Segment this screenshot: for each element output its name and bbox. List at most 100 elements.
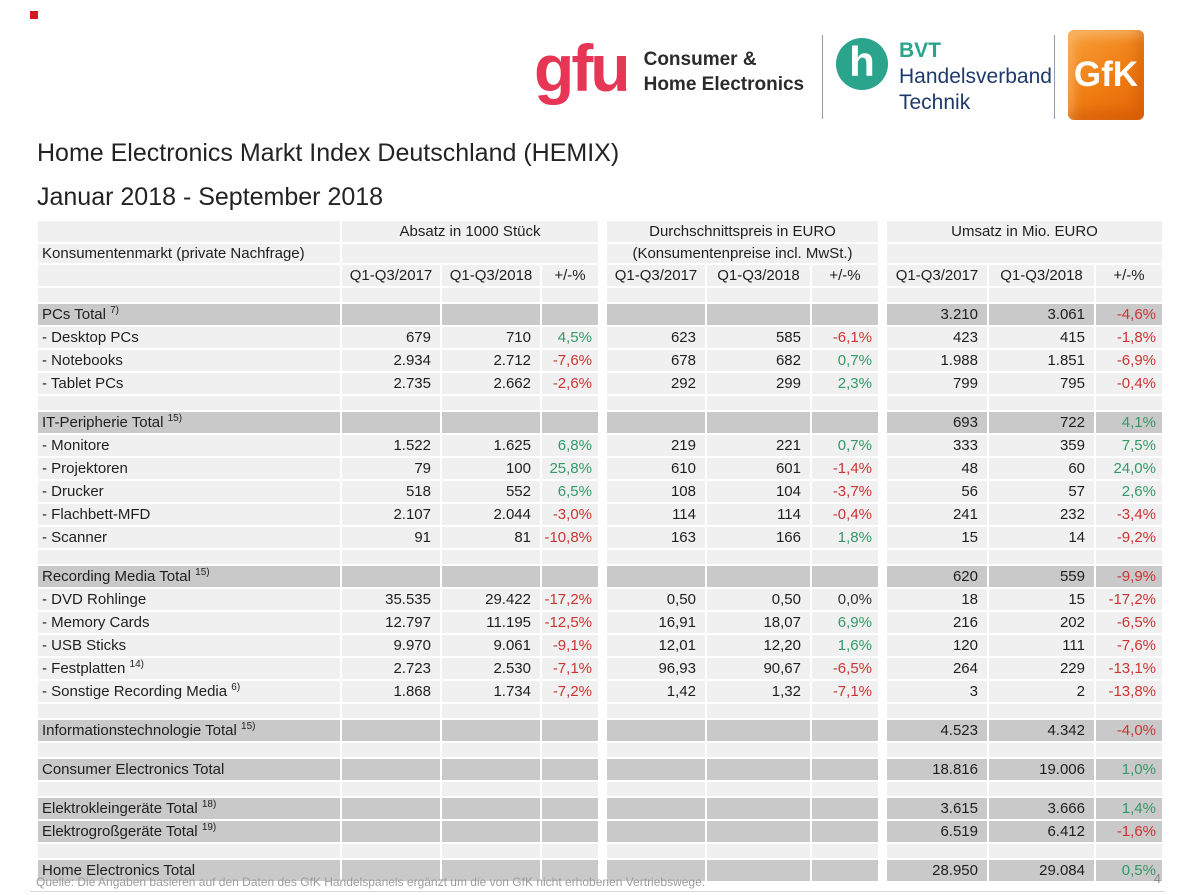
value-cell: 610 <box>607 458 705 479</box>
value-cell <box>342 304 440 325</box>
col-header: +/-% <box>1096 265 1162 286</box>
column-gap <box>600 860 605 881</box>
value-cell: 163 <box>607 527 705 548</box>
value-cell: 559 <box>989 566 1094 587</box>
value-cell: 620 <box>887 566 987 587</box>
row-label: - Desktop PCs <box>38 327 340 348</box>
value-cell: 299 <box>707 373 810 394</box>
change-percent-cell: 2,6% <box>1096 481 1162 502</box>
row-label: - Notebooks <box>38 350 340 371</box>
value-cell: 682 <box>707 350 810 371</box>
spacer-row <box>38 288 1162 302</box>
value-cell: 114 <box>607 504 705 525</box>
column-gap <box>880 635 885 656</box>
change-percent-cell: 4,1% <box>1096 412 1162 433</box>
footnote-ref: 14) <box>129 659 144 670</box>
value-cell: 16,91 <box>607 612 705 633</box>
value-cell: 104 <box>707 481 810 502</box>
page-number: 4 <box>1153 871 1161 886</box>
product-row: - Monitore 1.522 1.625 6,8% 219 221 0,7% 333 359… <box>38 435 1162 456</box>
change-percent-cell: -3,4% <box>1096 504 1162 525</box>
column-gap <box>600 350 605 371</box>
column-gap <box>600 504 605 525</box>
value-cell: 19.006 <box>989 759 1094 780</box>
value-cell: 56 <box>887 481 987 502</box>
row-label: - Sonstige Recording Media 6) <box>38 681 340 702</box>
column-gap <box>880 589 885 610</box>
total-row: Informationstechnologie Total 15) 4.523 4.… <box>38 720 1162 741</box>
row-label: - Flachbett-MFD <box>38 504 340 525</box>
source-note: Quelle: Die Angaben basieren auf den Dat… <box>36 875 706 889</box>
row-label: IT-Peripherie Total 15) <box>38 412 340 433</box>
value-cell <box>342 821 440 842</box>
value-cell: 91 <box>342 527 440 548</box>
column-gap <box>880 658 885 679</box>
column-gap <box>600 458 605 479</box>
value-cell: 0,50 <box>707 589 810 610</box>
change-percent-cell: 4,5% <box>542 327 598 348</box>
spacer-row <box>38 844 1162 858</box>
value-cell <box>707 720 810 741</box>
value-cell: 333 <box>887 435 987 456</box>
value-cell: 2.723 <box>342 658 440 679</box>
change-percent-cell: -2,6% <box>542 373 598 394</box>
value-cell: 1.851 <box>989 350 1094 371</box>
value-cell <box>342 860 440 881</box>
total-row: Elektrokleingeräte Total 18) 3.615 3.666 1,… <box>38 798 1162 819</box>
product-row: - Flachbett-MFD 2.107 2.044 -3,0% 114 114 -0,4… <box>38 504 1162 525</box>
value-cell: 3.210 <box>887 304 987 325</box>
value-cell: 1.734 <box>442 681 540 702</box>
value-cell: 4.523 <box>887 720 987 741</box>
change-percent-cell: -10,8% <box>542 527 598 548</box>
change-percent-cell: 0,7% <box>812 350 878 371</box>
value-cell: 12,01 <box>607 635 705 656</box>
row-label: - Scanner <box>38 527 340 548</box>
row-label: Recording Media Total 15) <box>38 566 340 587</box>
product-row: - Memory Cards 12.797 11.195 -12,5% 16,91 18,… <box>38 612 1162 633</box>
column-gap <box>600 435 605 456</box>
gfu-tagline-line2: Home Electronics <box>643 74 805 95</box>
column-gap <box>880 860 885 881</box>
row-label: - USB Sticks <box>38 635 340 656</box>
column-gap <box>880 798 885 819</box>
logo-divider <box>822 35 823 119</box>
value-cell: 60 <box>989 458 1094 479</box>
corner-bullet-marker <box>30 11 38 19</box>
value-cell: 1.625 <box>442 435 540 456</box>
change-percent-cell <box>542 304 598 325</box>
change-percent-cell: 0,7% <box>812 435 878 456</box>
page-subtitle: Januar 2018 - September 2018 <box>37 183 384 211</box>
footnote-ref: 15) <box>195 567 210 578</box>
column-gap <box>880 782 885 796</box>
change-percent-cell: -17,2% <box>1096 589 1162 610</box>
column-gap <box>600 798 605 819</box>
value-cell <box>342 759 440 780</box>
value-cell <box>707 759 810 780</box>
row-label: - Monitore <box>38 435 340 456</box>
value-cell: 2.934 <box>342 350 440 371</box>
column-gap <box>880 821 885 842</box>
value-cell: 693 <box>887 412 987 433</box>
row-label: - Festplatten 14) <box>38 658 340 679</box>
change-percent-cell: -1,4% <box>812 458 878 479</box>
value-cell: 114 <box>707 504 810 525</box>
gfk-logo: GfK <box>1068 30 1144 120</box>
footer-divider <box>30 891 1165 892</box>
change-percent-cell: 6,8% <box>542 435 598 456</box>
table-body: PCs Total 7) 3.210 3.061 -4,6% - Desktop PCs… <box>38 288 1162 881</box>
col-header: +/-% <box>542 265 598 286</box>
value-cell: 2.044 <box>442 504 540 525</box>
value-cell: 3.061 <box>989 304 1094 325</box>
value-cell: 9.970 <box>342 635 440 656</box>
column-gap <box>880 844 885 858</box>
change-percent-cell: -9,9% <box>1096 566 1162 587</box>
col-header: Q1-Q3/2017 <box>342 265 440 286</box>
change-percent-cell: -6,9% <box>1096 350 1162 371</box>
col-header: Q1-Q3/2017 <box>887 265 987 286</box>
spacer-row <box>38 704 1162 718</box>
value-cell: 216 <box>887 612 987 633</box>
column-gap <box>600 481 605 502</box>
change-percent-cell: 1,6% <box>812 635 878 656</box>
change-percent-cell: -3,7% <box>812 481 878 502</box>
hemix-table: Absatz in 1000 Stück Durchschnittspreis … <box>36 219 1164 883</box>
